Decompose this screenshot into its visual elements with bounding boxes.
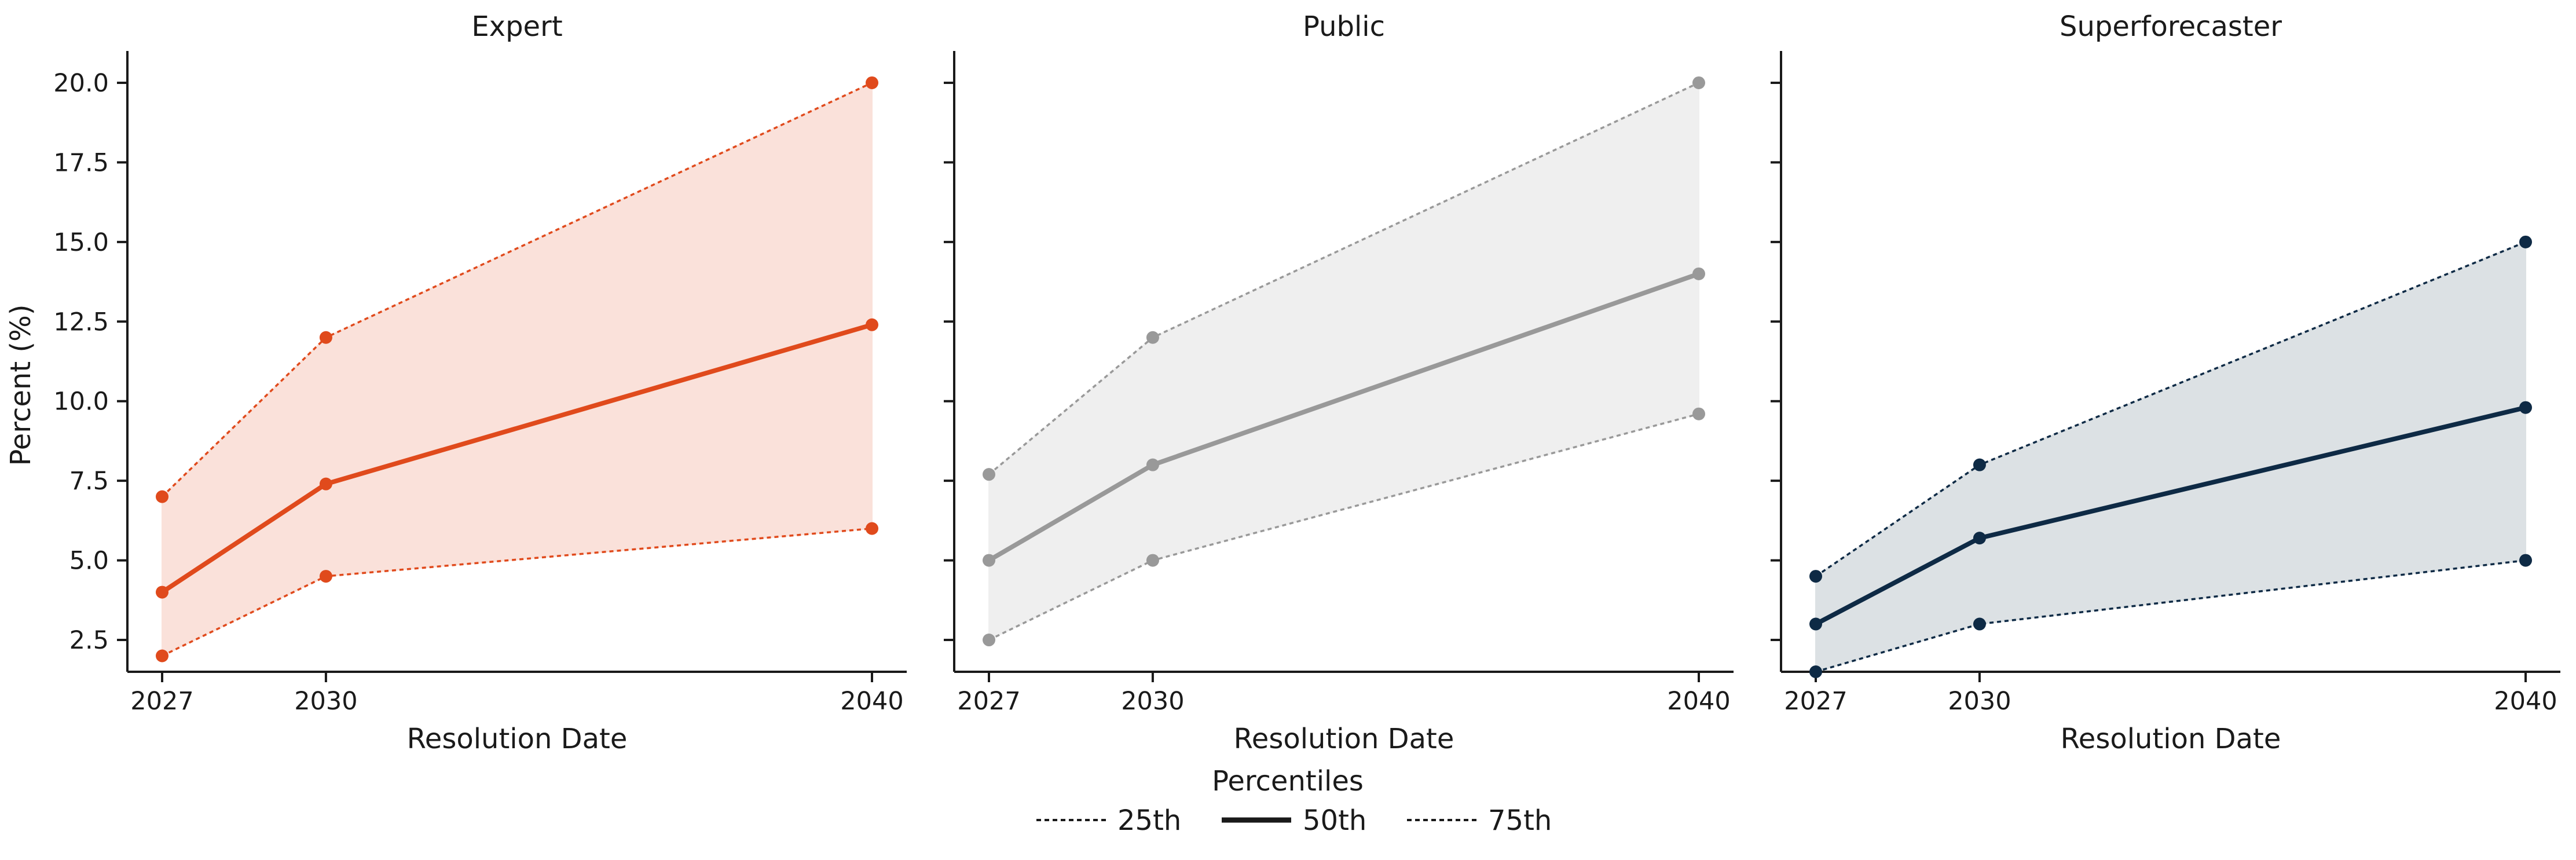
data-point-50th bbox=[983, 554, 995, 567]
x-tick-label: 2030 bbox=[1121, 687, 1184, 716]
y-tick-label: 2.5 bbox=[69, 626, 109, 655]
data-point-75th bbox=[983, 468, 995, 481]
data-point-75th bbox=[319, 331, 332, 344]
y-tick-label: 5.0 bbox=[69, 547, 109, 576]
data-point-25th bbox=[1146, 554, 1159, 567]
legend-entry-50th: 50th bbox=[1222, 804, 1366, 837]
legend-entries: 25th 50th 75th bbox=[1036, 804, 1552, 837]
data-point-75th bbox=[2519, 235, 2532, 248]
y-tick-label: 7.5 bbox=[69, 467, 109, 496]
panel-title: Expert bbox=[471, 10, 562, 43]
data-point-25th bbox=[1973, 617, 1986, 631]
data-point-25th bbox=[156, 649, 168, 663]
percentile-band bbox=[988, 82, 1699, 641]
x-tick-label: 2027 bbox=[130, 687, 193, 716]
data-point-75th bbox=[866, 76, 878, 89]
data-point-50th bbox=[1146, 458, 1159, 471]
x-axis-label: Resolution Date bbox=[1234, 723, 1454, 755]
x-axis-label: Resolution Date bbox=[2061, 723, 2281, 755]
data-point-75th bbox=[1692, 76, 1705, 89]
panel-public: Public 2027 2030 2040 Resolution Date bbox=[944, 10, 1734, 755]
y-axis-label: Percent (%) bbox=[5, 305, 37, 466]
legend: Percentiles 25th 50th 75th bbox=[1036, 765, 1552, 837]
data-point-25th bbox=[1692, 407, 1705, 420]
y-tick-label: 15.0 bbox=[53, 228, 109, 257]
data-point-50th bbox=[866, 318, 878, 331]
y-tick-label: 10.0 bbox=[53, 387, 109, 416]
data-point-25th bbox=[2519, 554, 2532, 567]
x-axis-label: Resolution Date bbox=[407, 723, 628, 755]
panel-expert: Expert 2.5 5.0 7.5 10.0 12.5 15.0 17.5 20.0 2027 2… bbox=[53, 10, 907, 755]
panel-superforecaster: Superforecaster 2027 2030 2040 Resolution Da… bbox=[1771, 10, 2560, 755]
x-tick-label: 2040 bbox=[840, 687, 903, 716]
series-line-25th bbox=[1815, 559, 2526, 673]
data-point-75th bbox=[1809, 570, 1822, 583]
x-tick-label: 2040 bbox=[1667, 687, 1730, 716]
percentile-band bbox=[1815, 241, 2526, 673]
y-tick-label: 20.0 bbox=[53, 69, 109, 98]
data-point-50th bbox=[1692, 267, 1705, 280]
panel-title: Superforecaster bbox=[2060, 10, 2282, 43]
data-point-50th bbox=[2519, 401, 2532, 414]
x-tick-label: 2027 bbox=[1784, 687, 1847, 716]
data-point-50th bbox=[319, 477, 332, 491]
x-tick-label: 2027 bbox=[957, 687, 1020, 716]
data-point-25th bbox=[983, 634, 995, 647]
x-tick-label: 2030 bbox=[1948, 687, 2011, 716]
legend-label: 75th bbox=[1488, 804, 1552, 837]
legend-entry-25th: 25th bbox=[1036, 804, 1181, 837]
data-point-75th bbox=[1146, 331, 1159, 344]
panels: Expert 2.5 5.0 7.5 10.0 12.5 15.0 17.5 20.0 2027 2… bbox=[53, 10, 2560, 755]
y-tick-label: 12.5 bbox=[53, 308, 109, 336]
data-point-75th bbox=[156, 490, 168, 503]
x-tick-label: 2040 bbox=[2494, 687, 2557, 716]
y-tick-label: 17.5 bbox=[53, 148, 109, 177]
data-point-25th bbox=[319, 570, 332, 583]
data-point-50th bbox=[156, 585, 168, 599]
data-point-50th bbox=[1973, 532, 1986, 545]
data-point-25th bbox=[1809, 665, 1822, 678]
panel-title: Public bbox=[1303, 10, 1385, 43]
legend-title: Percentiles bbox=[1212, 765, 1364, 797]
legend-label: 50th bbox=[1303, 804, 1366, 837]
data-point-25th bbox=[866, 522, 878, 535]
percentile-band bbox=[162, 82, 873, 657]
data-point-75th bbox=[1973, 458, 1986, 471]
legend-label: 25th bbox=[1117, 804, 1181, 837]
legend-entry-75th: 75th bbox=[1407, 804, 1552, 837]
data-point-50th bbox=[1809, 617, 1822, 631]
x-tick-label: 2030 bbox=[294, 687, 357, 716]
